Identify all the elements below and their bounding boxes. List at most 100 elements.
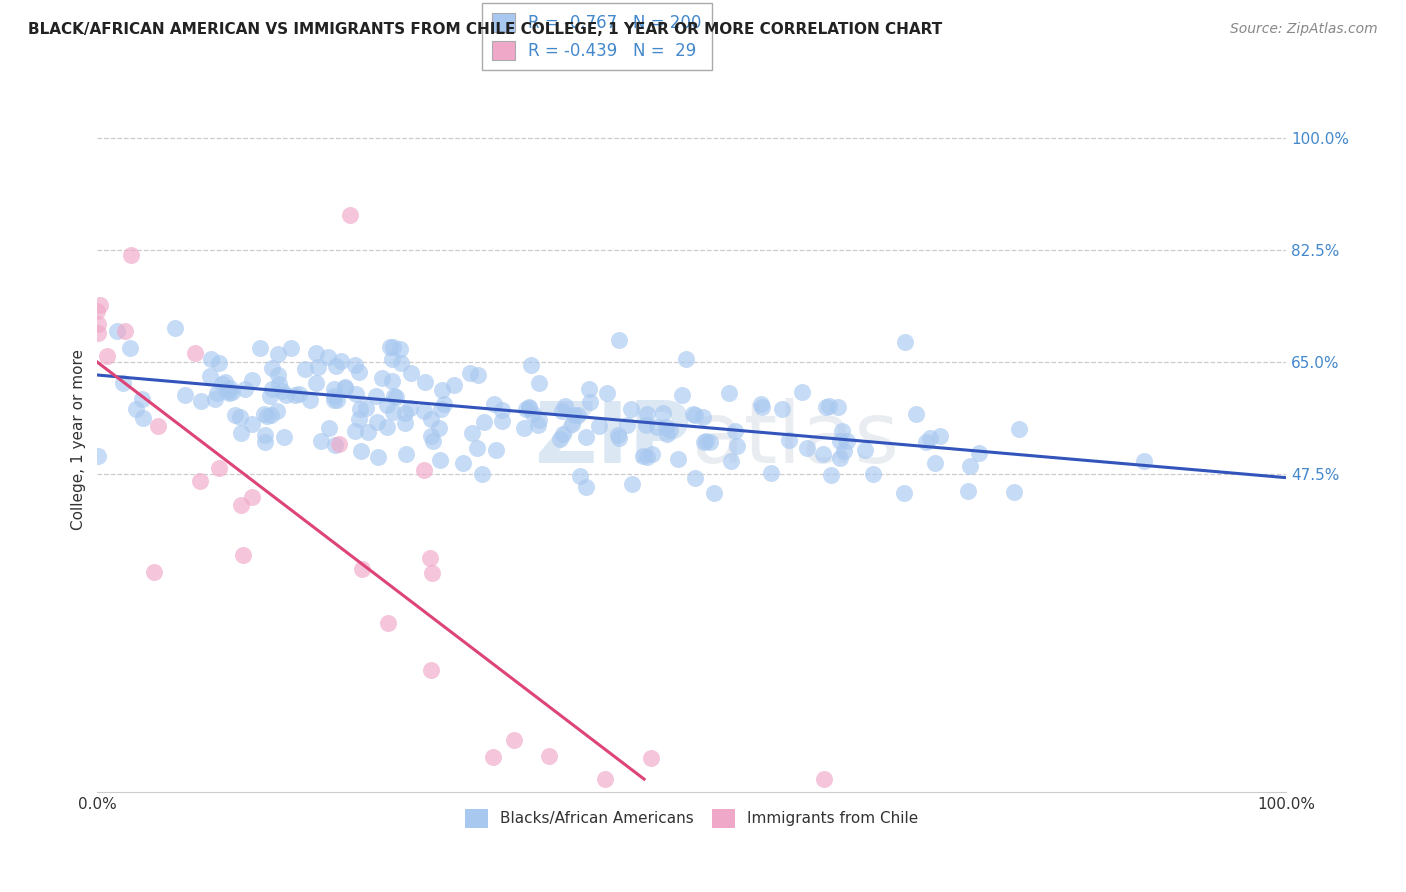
Point <box>419 411 441 425</box>
Point <box>616 417 638 432</box>
Point <box>893 485 915 500</box>
Point <box>666 451 689 466</box>
Point <box>620 401 643 416</box>
Point <box>471 467 494 481</box>
Point <box>561 417 583 432</box>
Point <box>956 483 979 498</box>
Point <box>366 415 388 429</box>
Point <box>641 448 664 462</box>
Point <box>655 420 678 434</box>
Point <box>260 382 283 396</box>
Point <box>683 408 706 422</box>
Point <box>778 433 800 447</box>
Point <box>188 475 211 489</box>
Point <box>636 407 658 421</box>
Point <box>260 409 283 423</box>
Point <box>796 442 818 456</box>
Point <box>354 401 377 416</box>
Point <box>517 401 540 415</box>
Point <box>305 376 328 390</box>
Point <box>491 414 513 428</box>
Point <box>218 386 240 401</box>
Point <box>224 408 246 422</box>
Point <box>636 418 658 433</box>
Point <box>770 402 793 417</box>
Point <box>200 352 222 367</box>
Point <box>551 404 574 418</box>
Point <box>451 456 474 470</box>
Point <box>323 438 346 452</box>
Point <box>529 376 551 390</box>
Point <box>482 397 505 411</box>
Point <box>371 370 394 384</box>
Point <box>114 324 136 338</box>
Point <box>695 434 717 448</box>
Text: Source: ZipAtlas.com: Source: ZipAtlas.com <box>1230 22 1378 37</box>
Point <box>832 443 855 458</box>
Point <box>377 399 399 413</box>
Point <box>132 411 155 425</box>
Point <box>307 360 329 375</box>
Point <box>578 382 600 396</box>
Point <box>1008 422 1031 436</box>
Point <box>267 347 290 361</box>
Point <box>429 421 451 435</box>
Point <box>415 375 437 389</box>
Point <box>235 382 257 396</box>
Point <box>382 389 405 403</box>
Point <box>273 430 295 444</box>
Point <box>412 404 434 418</box>
Point <box>482 749 505 764</box>
Point <box>305 345 328 359</box>
Point <box>749 397 772 411</box>
Point <box>309 434 332 448</box>
Point <box>184 346 207 360</box>
Point <box>503 733 526 747</box>
Point <box>692 410 714 425</box>
Point <box>190 394 212 409</box>
Point <box>621 476 644 491</box>
Point <box>382 340 405 354</box>
Point <box>522 407 544 421</box>
Point <box>419 429 441 443</box>
Point <box>429 453 451 467</box>
Point <box>607 431 630 445</box>
Point <box>420 566 443 581</box>
Point <box>562 409 585 423</box>
Point <box>120 341 142 355</box>
Point <box>198 369 221 384</box>
Point <box>339 208 361 222</box>
Legend: Blacks/African Americans, Immigrants from Chile: Blacks/African Americans, Immigrants fro… <box>458 803 925 834</box>
Point <box>671 388 693 402</box>
Point <box>792 384 814 399</box>
Point <box>517 400 540 414</box>
Point <box>699 434 721 449</box>
Point <box>513 420 536 434</box>
Point <box>207 356 229 370</box>
Point <box>142 565 165 579</box>
Point <box>636 450 658 465</box>
Point <box>240 490 263 504</box>
Point <box>655 427 678 442</box>
Point <box>467 368 489 383</box>
Point <box>330 353 353 368</box>
Point <box>214 376 236 390</box>
Point <box>349 402 371 417</box>
Point <box>294 361 316 376</box>
Point <box>609 333 631 347</box>
Point <box>827 400 849 414</box>
Point <box>924 456 946 470</box>
Point <box>606 428 628 442</box>
Point <box>422 434 444 449</box>
Point <box>204 392 226 406</box>
Point <box>389 356 412 370</box>
Point <box>645 420 668 434</box>
Point <box>759 466 782 480</box>
Point <box>682 408 704 422</box>
Point <box>208 461 231 475</box>
Text: ZIP: ZIP <box>534 398 692 481</box>
Point <box>419 551 441 566</box>
Point <box>575 430 598 444</box>
Point <box>485 442 508 457</box>
Point <box>87 449 110 463</box>
